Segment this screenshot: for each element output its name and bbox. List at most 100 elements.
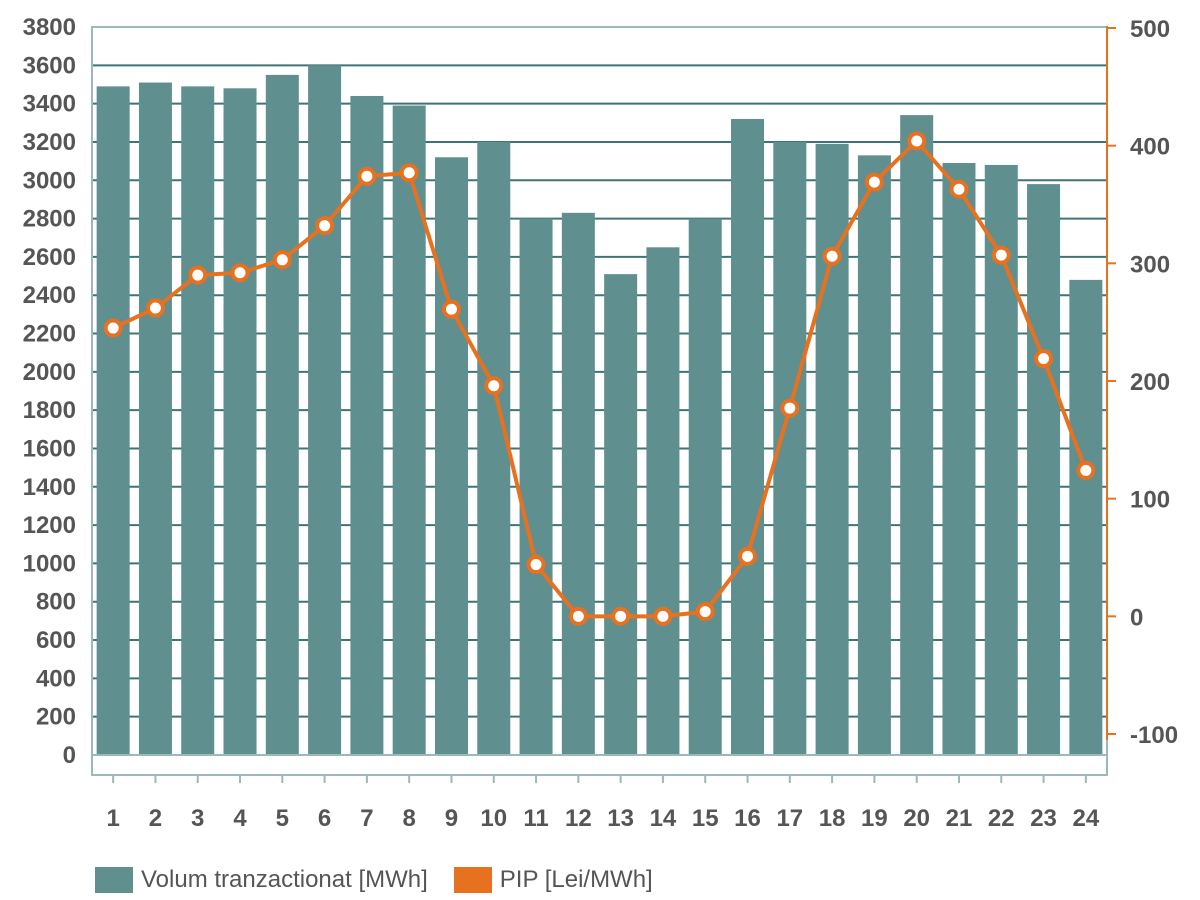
x-tick-label: 16 bbox=[734, 805, 761, 832]
x-tick-label: 18 bbox=[819, 805, 846, 832]
left-tick-label: 3800 bbox=[23, 14, 76, 41]
pip-point-17 bbox=[780, 398, 800, 418]
bar-volume-11 bbox=[519, 218, 553, 755]
x-tick-label: 5 bbox=[276, 805, 289, 832]
right-tick-label: 500 bbox=[1130, 16, 1170, 43]
bar-volume-21 bbox=[942, 163, 976, 755]
right-axis: -100 0 100 200 300 400 500 bbox=[1106, 16, 1178, 749]
x-tick-label: 20 bbox=[903, 805, 930, 832]
right-tick-label: 300 bbox=[1130, 251, 1170, 278]
left-tick-label: 3400 bbox=[23, 91, 76, 118]
left-axis: 0 200 400 600 800 1000 1200 1400 1600 1800 2000 220… bbox=[23, 14, 76, 769]
x-tick-label: 14 bbox=[650, 805, 677, 832]
pip-point-21 bbox=[949, 179, 969, 199]
left-tick-label: 400 bbox=[36, 665, 76, 692]
pip-line bbox=[112, 138, 1088, 619]
bar-volume-10 bbox=[477, 141, 511, 755]
left-tick-label: 2000 bbox=[23, 359, 76, 386]
x-tick-label: 1 bbox=[106, 805, 119, 832]
pip-point-8 bbox=[399, 163, 419, 183]
pip-point-20 bbox=[907, 131, 927, 151]
right-tick-label: 100 bbox=[1130, 487, 1170, 514]
legend-swatch-pip bbox=[453, 867, 492, 893]
left-tick-label: 3200 bbox=[23, 129, 76, 156]
pip-point-10 bbox=[484, 376, 504, 396]
pip-line-layer bbox=[103, 131, 1096, 626]
pip-point-18 bbox=[822, 246, 842, 266]
left-tick-label: 2400 bbox=[23, 282, 76, 309]
left-tick-label: 200 bbox=[36, 704, 76, 731]
bar-volume-19 bbox=[857, 155, 891, 755]
x-tick-label: 21 bbox=[946, 805, 973, 832]
pip-point-23 bbox=[1034, 349, 1054, 369]
left-tick-label: 600 bbox=[36, 627, 76, 654]
bar-volume-5 bbox=[265, 74, 299, 756]
bar-volume-13 bbox=[604, 274, 638, 755]
right-tick-label: 400 bbox=[1130, 134, 1170, 161]
right-tick-label: 0 bbox=[1130, 604, 1143, 631]
x-tick-label: 17 bbox=[776, 805, 803, 832]
left-tick-label: 1600 bbox=[23, 435, 76, 462]
pip-point-22 bbox=[991, 245, 1011, 265]
pip-point-7 bbox=[357, 166, 377, 186]
left-tick-label: 1200 bbox=[23, 512, 76, 539]
legend-label-volume: Volum tranzactionat [MWh] bbox=[141, 866, 428, 893]
pip-point-14 bbox=[653, 606, 673, 626]
legend-item-pip: PIP [Lei/MWh] bbox=[453, 866, 653, 894]
bars bbox=[96, 65, 1103, 756]
x-tick-label: 19 bbox=[861, 805, 888, 832]
bar-volume-23 bbox=[1027, 184, 1061, 756]
x-tick-label: 10 bbox=[480, 805, 507, 832]
bar-volume-9 bbox=[434, 157, 468, 755]
right-tick-label: 200 bbox=[1130, 369, 1170, 396]
left-tick-label: 2600 bbox=[23, 244, 76, 271]
x-tick-label: 23 bbox=[1030, 805, 1057, 832]
bar-volume-2 bbox=[138, 82, 172, 756]
pip-point-6 bbox=[315, 216, 335, 236]
legend-item-volume: Volum tranzactionat [MWh] bbox=[95, 866, 428, 894]
bar-volume-20 bbox=[900, 115, 934, 755]
bar-volume-6 bbox=[308, 65, 342, 755]
pip-point-19 bbox=[864, 172, 884, 192]
legend-swatch-volume bbox=[95, 867, 133, 893]
x-tick-label: 11 bbox=[523, 805, 548, 832]
left-tick-label: 800 bbox=[36, 589, 76, 616]
grid bbox=[92, 26, 1107, 756]
x-tick-label: 6 bbox=[318, 805, 331, 832]
x-tick-label: 9 bbox=[445, 805, 458, 832]
left-tick-label: 3000 bbox=[23, 167, 76, 194]
bar-volume-1 bbox=[96, 86, 130, 756]
pip-point-4 bbox=[230, 263, 250, 283]
left-tick-label: 1400 bbox=[23, 474, 76, 501]
pip-point-5 bbox=[272, 250, 292, 270]
bar-volume-14 bbox=[646, 247, 680, 755]
pip-point-13 bbox=[611, 606, 631, 626]
bar-volume-18 bbox=[815, 143, 849, 755]
left-tick-label: 1000 bbox=[23, 550, 76, 577]
bar-volume-4 bbox=[223, 88, 257, 756]
pip-point-15 bbox=[695, 602, 715, 622]
x-tick-label: 8 bbox=[403, 805, 416, 832]
pip-point-9 bbox=[441, 299, 461, 319]
x-tick-label: 22 bbox=[988, 805, 1015, 832]
pip-point-16 bbox=[738, 546, 758, 566]
x-tick-label: 3 bbox=[191, 805, 204, 832]
x-tick-label: 13 bbox=[607, 805, 634, 832]
x-tick-label: 4 bbox=[233, 805, 247, 832]
bar-volume-7 bbox=[350, 95, 384, 755]
legend: Volum tranzactionat [MWh] PIP [Lei/MWh] bbox=[95, 862, 653, 898]
pip-point-24 bbox=[1076, 460, 1096, 480]
bar-volume-16 bbox=[731, 118, 765, 756]
right-tick-label: -100 bbox=[1130, 722, 1178, 749]
left-tick-label: 0 bbox=[63, 742, 76, 769]
bar-volume-12 bbox=[561, 212, 595, 756]
x-axis: 1 2 3 4 5 6 7 8 9 10 11 12 13 14 15 16 17 18 19 20 21 22 23 24 bbox=[106, 775, 1100, 832]
bar-volume-24 bbox=[1069, 279, 1103, 755]
legend-label-pip: PIP [Lei/MWh] bbox=[499, 866, 653, 893]
x-tick-label: 7 bbox=[360, 805, 373, 832]
left-tick-label: 2800 bbox=[23, 206, 76, 233]
bar-volume-15 bbox=[688, 218, 722, 755]
x-tick-label: 15 bbox=[692, 805, 719, 832]
pip-point-11 bbox=[526, 555, 546, 575]
